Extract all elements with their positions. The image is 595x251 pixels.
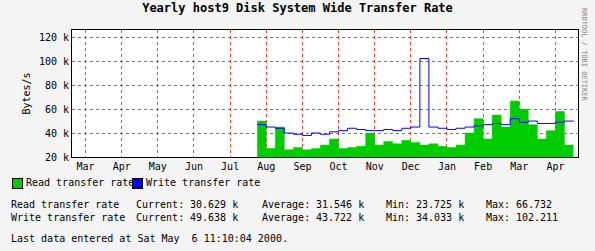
html-text:49.638 k: 49.638 k — [190, 212, 239, 223]
html-text:31.546 k: 31.546 k — [316, 199, 365, 210]
svg-text:Jan: Jan — [438, 161, 456, 172]
html-text:23.725 k: 23.725 k — [416, 199, 465, 210]
html-text:Min:: Min: — [386, 212, 411, 223]
svg-text:Jul: Jul — [221, 161, 239, 172]
svg-text:Aug: Aug — [257, 161, 275, 172]
html-text:RRDTOOL / TOBI OETIKER: RRDTOOL / TOBI OETIKER — [580, 8, 588, 101]
html-text:Write transfer rate: Write transfer rate — [11, 212, 126, 223]
html-text:66.732: 66.732 — [516, 199, 553, 210]
svg-text:Oct: Oct — [330, 161, 348, 172]
html-text:Average:: Average: — [262, 212, 311, 223]
html-text:Current:: Current: — [136, 212, 185, 223]
html-text:Current:: Current: — [136, 199, 185, 210]
svg-text:Mar: Mar — [510, 161, 528, 172]
svg-text:Feb: Feb — [474, 161, 492, 172]
html-text:34.033 k: 34.033 k — [416, 212, 465, 223]
svg-text:100 k: 100 k — [39, 56, 69, 67]
svg-text:60 k: 60 k — [45, 104, 69, 115]
html-text:Average:: Average: — [262, 199, 311, 210]
svg-text:Bytes/s: Bytes/s — [21, 72, 32, 114]
html-text:Write transfer rate: Write transfer rate — [146, 177, 261, 188]
svg-text:Yearly host9 Disk System Wide: Yearly host9 Disk System Wide Transfer R… — [142, 1, 453, 15]
svg-text:May: May — [149, 161, 167, 172]
html-text:Read transfer rate: Read transfer rate — [11, 199, 120, 210]
html-text:Last data entered at Sat May 6: Last data entered at Sat May 6 11:10:04 … — [11, 233, 288, 244]
svg-text:Apr: Apr — [546, 161, 564, 172]
svg-text:Apr: Apr — [113, 161, 131, 172]
svg-text:80 k: 80 k — [45, 80, 69, 91]
html-text:Read transfer rate: Read transfer rate — [26, 177, 135, 188]
html-text:30.629 k: 30.629 k — [190, 199, 239, 210]
svg-text:40 k: 40 k — [45, 128, 69, 139]
svg-text:Sep: Sep — [293, 161, 311, 172]
html-text:Max:: Max: — [486, 212, 511, 223]
svg-text:Dec: Dec — [402, 161, 420, 172]
svg-text:Mar: Mar — [77, 161, 95, 172]
html-text:Min:: Min: — [386, 199, 411, 210]
html-text:Max:: Max: — [486, 199, 511, 210]
svg-text:120 k: 120 k — [39, 32, 69, 43]
html-text:43.722 k: 43.722 k — [316, 212, 365, 223]
svg-text:Nov: Nov — [366, 161, 384, 172]
svg-text:Jun: Jun — [185, 161, 203, 172]
html-text:102.211: 102.211 — [516, 212, 559, 223]
svg-text:20 k: 20 k — [45, 152, 69, 163]
